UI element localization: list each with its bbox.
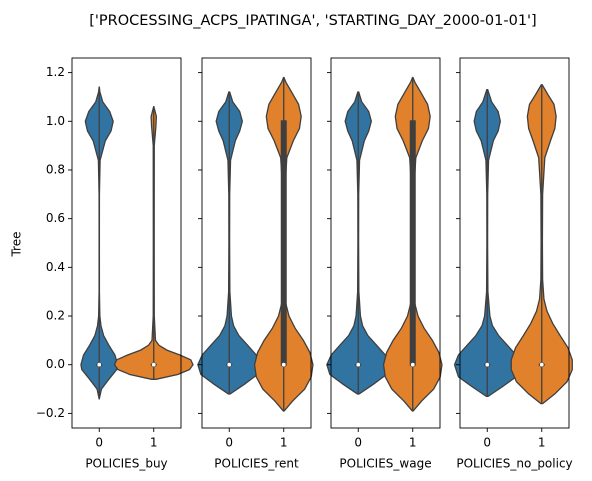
violin-median-0 <box>227 363 231 367</box>
violin-median-1 <box>282 363 286 367</box>
panel-4: 0 1 POLICIES_no_policy <box>455 58 573 471</box>
panel-3: 0 1 POLICIES_wage <box>327 58 442 471</box>
violin-iqr-box-1 <box>410 120 416 365</box>
x-tick-label: 0 <box>354 436 362 450</box>
panel-1: −0.2 0.0 0.2 0.4 0.6 0.8 1.0 1.2 0 1 POLICIES_buy <box>36 58 193 471</box>
y-tick-label: 0.2 <box>46 309 65 323</box>
violin-median-1 <box>411 363 415 367</box>
x-tick-label: 0 <box>95 436 103 450</box>
y-tick-label: −0.2 <box>36 406 65 420</box>
x-tick-label: 1 <box>280 436 288 450</box>
x-axis-label: POLICIES_wage <box>339 457 431 471</box>
x-axis-label: POLICIES_rent <box>214 457 299 471</box>
x-tick-label: 1 <box>409 436 417 450</box>
violin-median-1 <box>152 363 156 367</box>
figure-title: ['PROCESSING_ACPS_IPATINGA', 'STARTING_D… <box>89 13 536 29</box>
y-tick-label: 1.2 <box>46 65 65 79</box>
y-tick-label: 1.0 <box>46 114 65 128</box>
panel-2: 0 1 POLICIES_rent <box>198 58 313 471</box>
y-tick-label: 0.6 <box>46 211 65 225</box>
violin-median-0 <box>485 363 489 367</box>
y-tick-label: 0.0 <box>46 357 65 371</box>
y-tick-label: 0.8 <box>46 162 65 176</box>
violin-median-0 <box>97 363 101 367</box>
x-tick-label: 0 <box>225 436 233 450</box>
y-axis-label: Tree <box>10 231 24 257</box>
y-tick-label: 0.4 <box>46 260 65 274</box>
x-tick-label: 0 <box>483 436 491 450</box>
x-tick-label: 1 <box>150 436 158 450</box>
x-axis-label: POLICIES_no_policy <box>456 457 572 471</box>
x-tick-label: 1 <box>538 436 546 450</box>
violin-median-0 <box>356 363 360 367</box>
violin-iqr-box-1 <box>281 120 287 365</box>
violin-median-1 <box>540 363 544 367</box>
x-axis-label: POLICIES_buy <box>85 457 167 471</box>
